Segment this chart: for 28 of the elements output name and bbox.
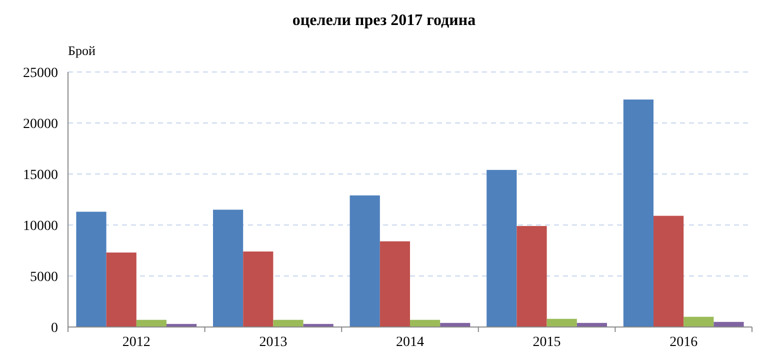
- bar: [516, 226, 547, 327]
- bar: [684, 316, 714, 327]
- bar: [213, 210, 244, 327]
- x-tick-label: 2016: [670, 335, 698, 350]
- x-tick-label: 2015: [532, 335, 561, 350]
- bar: [136, 320, 166, 327]
- y-tick-label: 10000: [23, 218, 58, 234]
- bar: [546, 318, 577, 327]
- x-tick-label: 2013: [259, 335, 288, 350]
- bar: [106, 252, 136, 327]
- bar: [623, 100, 654, 327]
- bar: [380, 241, 410, 327]
- chart-title: оцелели през 2017 година: [292, 12, 476, 29]
- y-axis-title: Брой: [68, 43, 96, 58]
- y-tick-label: 20000: [23, 116, 58, 132]
- bar: [243, 252, 274, 327]
- bar: [76, 212, 106, 327]
- y-tick-label: 0: [51, 320, 58, 336]
- y-tick-label: 5000: [30, 270, 58, 285]
- x-tick-label: 2012: [122, 335, 150, 350]
- bar: [273, 320, 304, 327]
- bar: [350, 195, 380, 327]
- bar: [486, 170, 517, 327]
- bar: [410, 320, 440, 327]
- y-tick-label: 15000: [23, 168, 58, 183]
- y-tick-label: 25000: [23, 66, 58, 81]
- x-tick-label: 2014: [396, 335, 424, 350]
- bar: [654, 216, 684, 327]
